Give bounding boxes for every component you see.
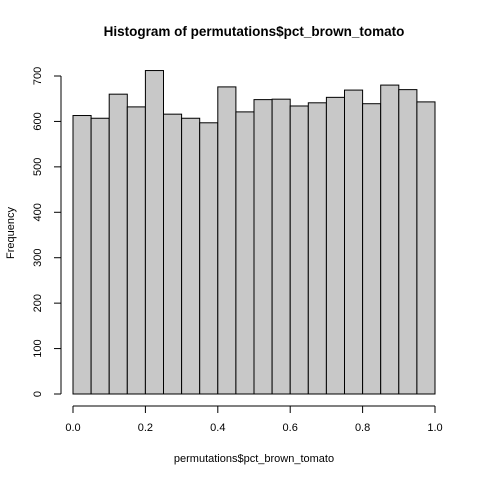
histogram-bar: [127, 107, 145, 394]
y-tick-label: 300: [32, 249, 44, 267]
x-tick-label: 0.6: [283, 422, 298, 434]
chart-title: Histogram of permutations$pct_brown_toma…: [104, 24, 405, 39]
y-tick-label: 0: [32, 391, 44, 397]
histogram-bar: [182, 118, 200, 394]
histogram-bar: [236, 112, 254, 394]
histogram-bar: [345, 90, 363, 394]
y-tick-label: 100: [32, 339, 44, 357]
y-tick-label: 200: [32, 294, 44, 312]
x-tick-label: 0.4: [210, 422, 225, 434]
histogram-bar: [326, 97, 344, 394]
histogram-bar: [417, 102, 435, 394]
x-tick-label: 0.8: [355, 422, 370, 434]
histogram-bar: [272, 99, 290, 394]
bars-group: [73, 71, 435, 394]
histogram-bar: [145, 71, 163, 394]
y-axis: 0 100 200 300 400 500 600 700: [32, 67, 61, 397]
histogram-bar: [363, 104, 381, 394]
x-axis-label: permutations$pct_brown_tomato: [174, 453, 334, 465]
histogram-bar: [381, 85, 399, 394]
histogram-bar: [399, 90, 417, 394]
histogram-bar: [308, 103, 326, 394]
histogram-bar: [109, 94, 127, 394]
y-tick-label: 600: [32, 112, 44, 130]
y-tick-label: 700: [32, 67, 44, 85]
histogram-bar: [218, 87, 236, 394]
x-axis: 0.0 0.2 0.4 0.6 0.8 1.0: [65, 406, 442, 434]
histogram-bar: [164, 114, 182, 394]
x-tick-label: 0.2: [138, 422, 153, 434]
y-tick-label: 500: [32, 158, 44, 176]
y-axis-label: Frequency: [5, 207, 17, 259]
y-tick-label: 400: [32, 203, 44, 221]
x-tick-label: 1.0: [427, 422, 442, 434]
histogram-bar: [91, 118, 109, 394]
histogram-bar: [73, 116, 91, 394]
histogram-bar: [200, 123, 218, 394]
x-tick-label: 0.0: [65, 422, 80, 434]
histogram-bar: [254, 100, 272, 394]
histogram-bar: [290, 106, 308, 394]
